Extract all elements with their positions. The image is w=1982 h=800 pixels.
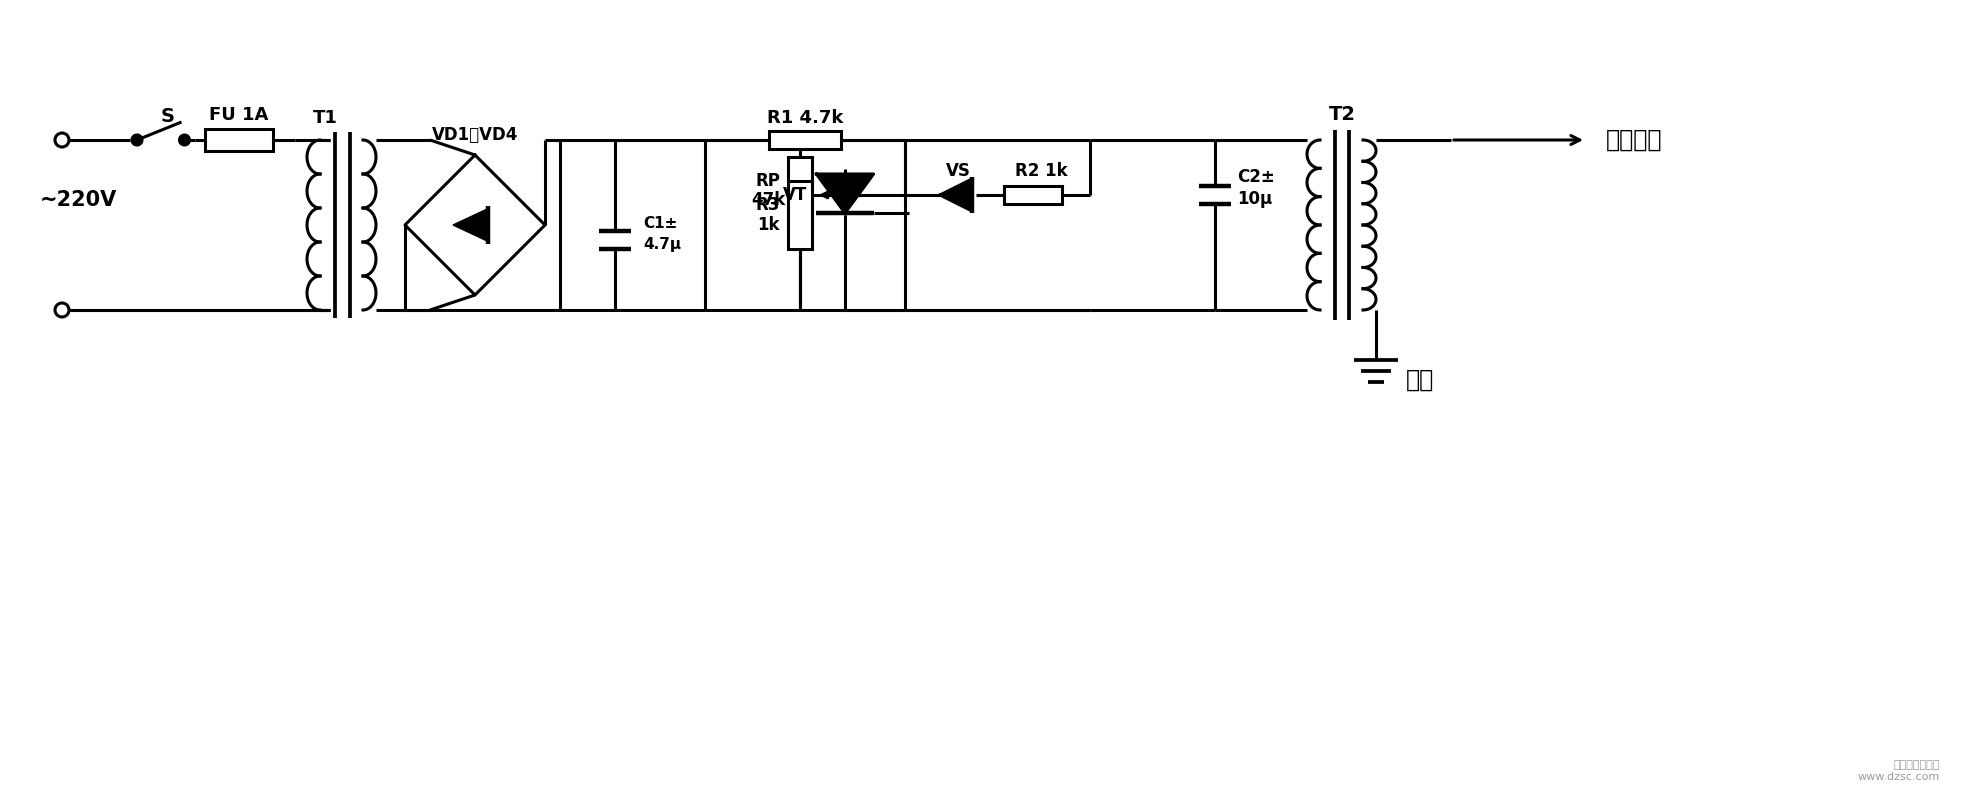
Bar — [204, 129, 274, 151]
Polygon shape — [939, 179, 971, 211]
Circle shape — [133, 135, 143, 145]
Bar — [769, 131, 840, 149]
Text: T1: T1 — [313, 109, 337, 127]
Text: R3: R3 — [755, 196, 781, 214]
Text: 接电围栏: 接电围栏 — [1605, 128, 1663, 152]
Text: T2: T2 — [1328, 106, 1356, 125]
Text: R2 1k: R2 1k — [1015, 162, 1068, 180]
Text: C2±: C2± — [1237, 168, 1274, 186]
Polygon shape — [817, 174, 874, 213]
Polygon shape — [454, 209, 488, 242]
Text: VS: VS — [945, 162, 971, 180]
Bar — [1005, 186, 1062, 204]
Text: 接地: 接地 — [1405, 368, 1435, 392]
Circle shape — [55, 133, 69, 147]
Text: 1k: 1k — [757, 216, 779, 234]
Text: R1 4.7k: R1 4.7k — [767, 109, 842, 127]
Text: RP: RP — [755, 172, 781, 190]
Text: VD1～VD4: VD1～VD4 — [432, 126, 517, 144]
Text: 47k: 47k — [751, 191, 785, 209]
Text: FU 1A: FU 1A — [210, 106, 270, 124]
Circle shape — [55, 303, 69, 317]
Circle shape — [180, 135, 190, 145]
Text: ~220V: ~220V — [40, 190, 117, 210]
Text: C1±: C1± — [642, 217, 678, 231]
Text: 4.7μ: 4.7μ — [642, 237, 682, 251]
Text: S: S — [161, 106, 174, 126]
Text: 维库电子市场网
www.dzsc.com: 维库电子市场网 www.dzsc.com — [1857, 760, 1940, 782]
Bar — [789, 181, 813, 249]
Text: 10μ: 10μ — [1237, 190, 1272, 208]
Bar — [789, 157, 813, 232]
Text: VT: VT — [783, 186, 807, 204]
